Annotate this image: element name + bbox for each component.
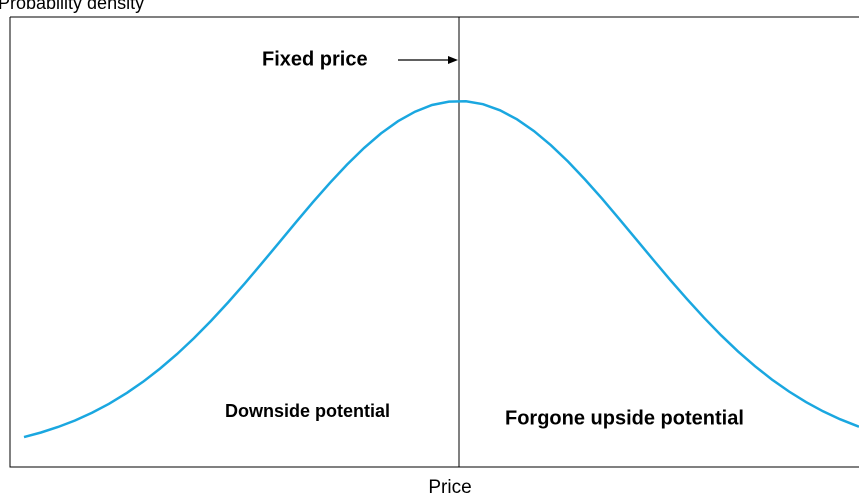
arrow-head [448,56,458,64]
density-curve [23,100,859,439]
plot-frame [9,16,859,468]
y-axis-label: Probability density [0,0,144,13]
downside-label: Downside potential [225,401,390,421]
x-axis-label: Price [428,477,471,498]
upside-label: Forgone upside potential [505,407,744,429]
fixed-price-label: Fixed price [262,48,368,70]
